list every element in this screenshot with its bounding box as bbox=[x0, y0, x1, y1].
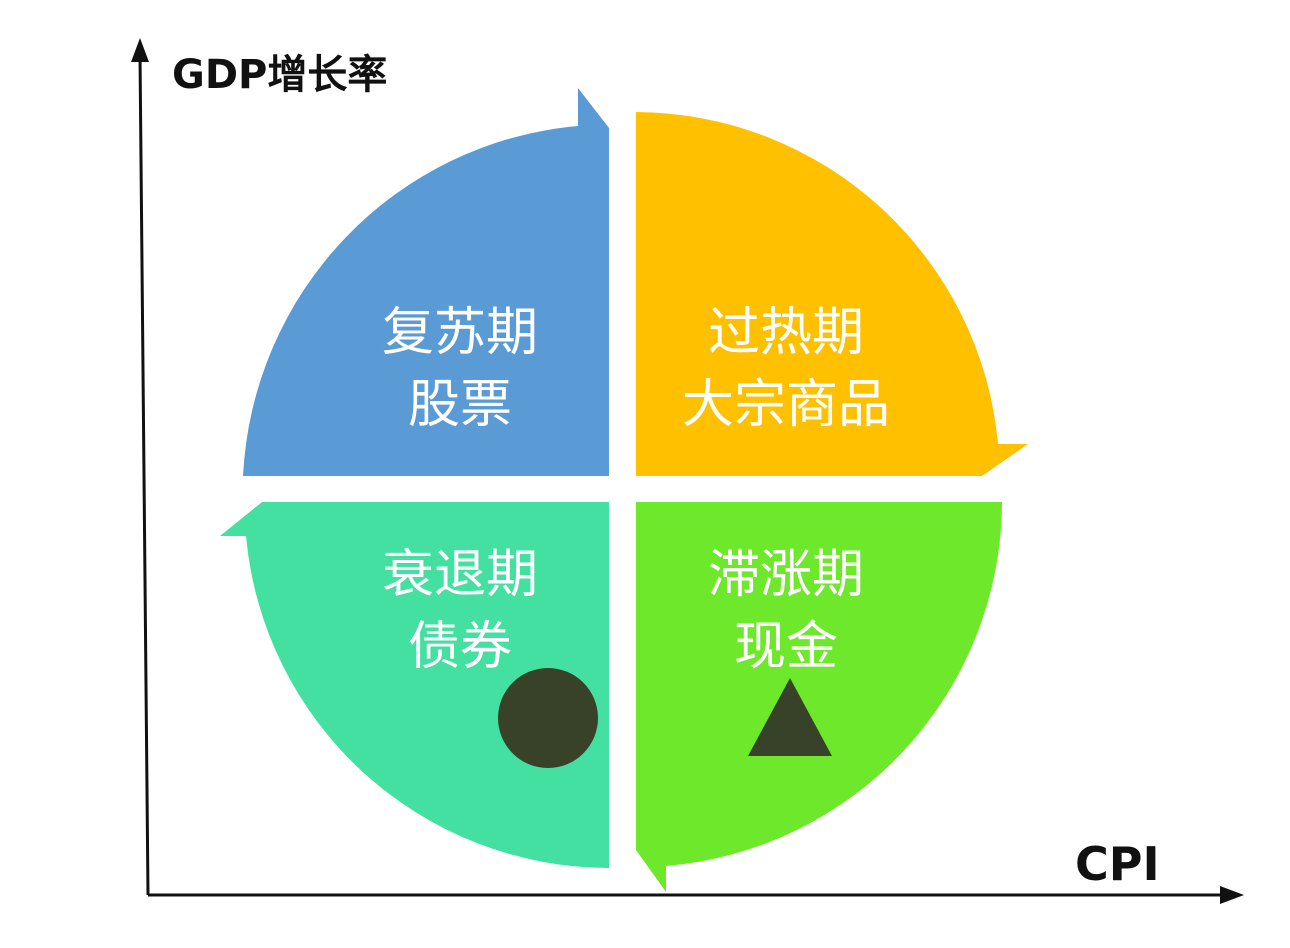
quadrant-stagflation: 滞涨期 现金 bbox=[636, 502, 1002, 892]
quadrant-overheat: 过热期 大宗商品 bbox=[636, 112, 1028, 476]
x-axis-label: CPI bbox=[1075, 837, 1160, 891]
quadrant-stagflation-phase: 滞涨期 bbox=[708, 545, 864, 605]
quadrant-stagflation-asset: 现金 bbox=[734, 617, 838, 677]
quadrant-recovery-phase: 复苏期 bbox=[382, 303, 538, 363]
x-axis-arrow-icon bbox=[1220, 886, 1244, 904]
y-axis-label: GDP增长率 bbox=[172, 52, 387, 98]
quadrant-overheat-phase: 过热期 bbox=[708, 303, 864, 363]
quadrant-recession-asset: 债券 bbox=[408, 617, 512, 677]
quadrant-recovery-asset: 股票 bbox=[408, 375, 512, 435]
quadrant-overheat-asset: 大宗商品 bbox=[682, 375, 890, 435]
quadrant-recession-phase: 衰退期 bbox=[382, 545, 538, 605]
y-axis-arrow-icon bbox=[131, 38, 149, 62]
quadrant-recovery: 复苏期 股票 bbox=[243, 88, 609, 476]
y-axis-line bbox=[140, 55, 148, 895]
circle-marker-icon bbox=[498, 668, 598, 768]
